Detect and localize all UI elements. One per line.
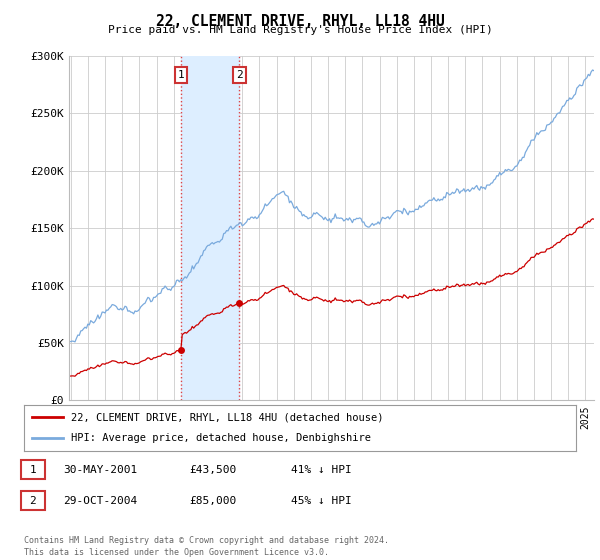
Text: HPI: Average price, detached house, Denbighshire: HPI: Average price, detached house, Denb…: [71, 433, 371, 444]
Text: £43,500: £43,500: [189, 465, 236, 475]
Text: 29-OCT-2004: 29-OCT-2004: [63, 496, 137, 506]
Text: 41% ↓ HPI: 41% ↓ HPI: [291, 465, 352, 475]
Text: 1: 1: [178, 70, 184, 80]
Bar: [181, 56, 239, 400]
Text: 1: 1: [29, 465, 37, 475]
Text: 2: 2: [29, 496, 37, 506]
Text: 22, CLEMENT DRIVE, RHYL, LL18 4HU: 22, CLEMENT DRIVE, RHYL, LL18 4HU: [155, 14, 445, 29]
Text: 2: 2: [236, 70, 243, 80]
Text: 30-MAY-2001: 30-MAY-2001: [63, 465, 137, 475]
Text: £85,000: £85,000: [189, 496, 236, 506]
Text: Contains HM Land Registry data © Crown copyright and database right 2024.
This d: Contains HM Land Registry data © Crown c…: [24, 536, 389, 557]
Text: Price paid vs. HM Land Registry's House Price Index (HPI): Price paid vs. HM Land Registry's House …: [107, 25, 493, 35]
Text: 45% ↓ HPI: 45% ↓ HPI: [291, 496, 352, 506]
Text: 22, CLEMENT DRIVE, RHYL, LL18 4HU (detached house): 22, CLEMENT DRIVE, RHYL, LL18 4HU (detac…: [71, 412, 383, 422]
